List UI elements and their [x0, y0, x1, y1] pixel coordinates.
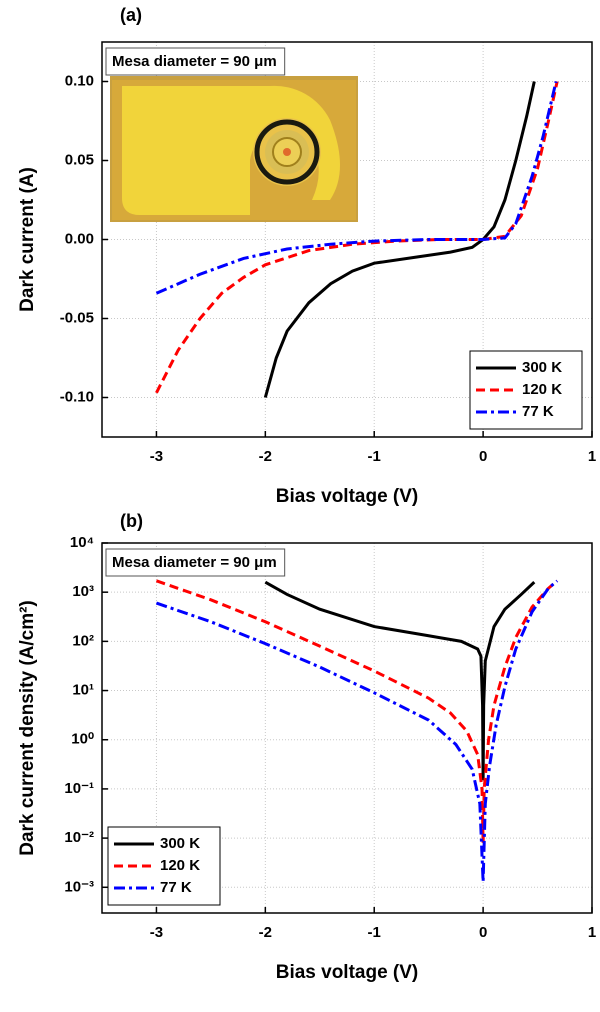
legend-box [469, 350, 583, 430]
y-tick-label: 0.10 [65, 72, 94, 89]
x-tick-label: -2 [259, 924, 272, 941]
legend-label: 120 K [522, 381, 562, 398]
x-tick-label: -1 [368, 448, 381, 465]
legend-label: 120 K [160, 857, 200, 874]
y-tick-label: 10¹ [72, 682, 94, 699]
annotation-box [105, 548, 286, 577]
panel-title: (b) [120, 511, 143, 531]
y-axis-label: Dark current (A) [17, 167, 38, 312]
annotation: Mesa diameter = 90 μm [112, 53, 277, 70]
y-tick-label: 10⁻² [64, 829, 94, 846]
y-tick-label: 10⁴ [70, 534, 94, 551]
x-tick-label: 0 [479, 924, 487, 941]
inset-photo [110, 76, 358, 222]
y-tick-label: -0.05 [60, 309, 94, 326]
x-tick-label: 0 [479, 448, 487, 465]
x-tick-label: -3 [150, 448, 163, 465]
series-line [264, 580, 536, 781]
x-axis-label: Bias voltage (V) [276, 486, 419, 507]
series-line [155, 81, 558, 295]
y-tick-label: 10⁰ [71, 731, 94, 748]
y-tick-label: 10² [72, 632, 94, 649]
x-tick-label: 1 [588, 448, 596, 465]
y-tick-label: 0.00 [65, 230, 94, 247]
y-axis-label: Dark current density (A/cm²) [17, 600, 38, 856]
legend-box [107, 826, 221, 906]
panel-title: (a) [120, 5, 142, 25]
legend-label: 77 K [160, 879, 192, 896]
x-tick-label: 1 [588, 924, 596, 941]
annotation-box [105, 47, 286, 76]
legend-label: 300 K [522, 359, 562, 376]
y-tick-label: 10⁻³ [64, 878, 94, 895]
plot-frame [101, 542, 593, 914]
x-tick-label: -2 [259, 448, 272, 465]
y-tick-label: -0.10 [60, 388, 94, 405]
annotation: Mesa diameter = 90 μm [112, 554, 277, 571]
series-line [155, 81, 559, 394]
y-tick-label: 10⁻¹ [64, 780, 94, 797]
y-tick-label: 0.05 [65, 151, 94, 168]
y-tick-label: 10³ [72, 583, 94, 600]
series-line [263, 81, 536, 398]
x-tick-label: -1 [368, 924, 381, 941]
x-tick-label: -3 [150, 924, 163, 941]
series-line [155, 579, 559, 843]
x-axis-label: Bias voltage (V) [276, 962, 419, 983]
legend-label: 300 K [160, 835, 200, 852]
legend-label: 77 K [522, 403, 554, 420]
